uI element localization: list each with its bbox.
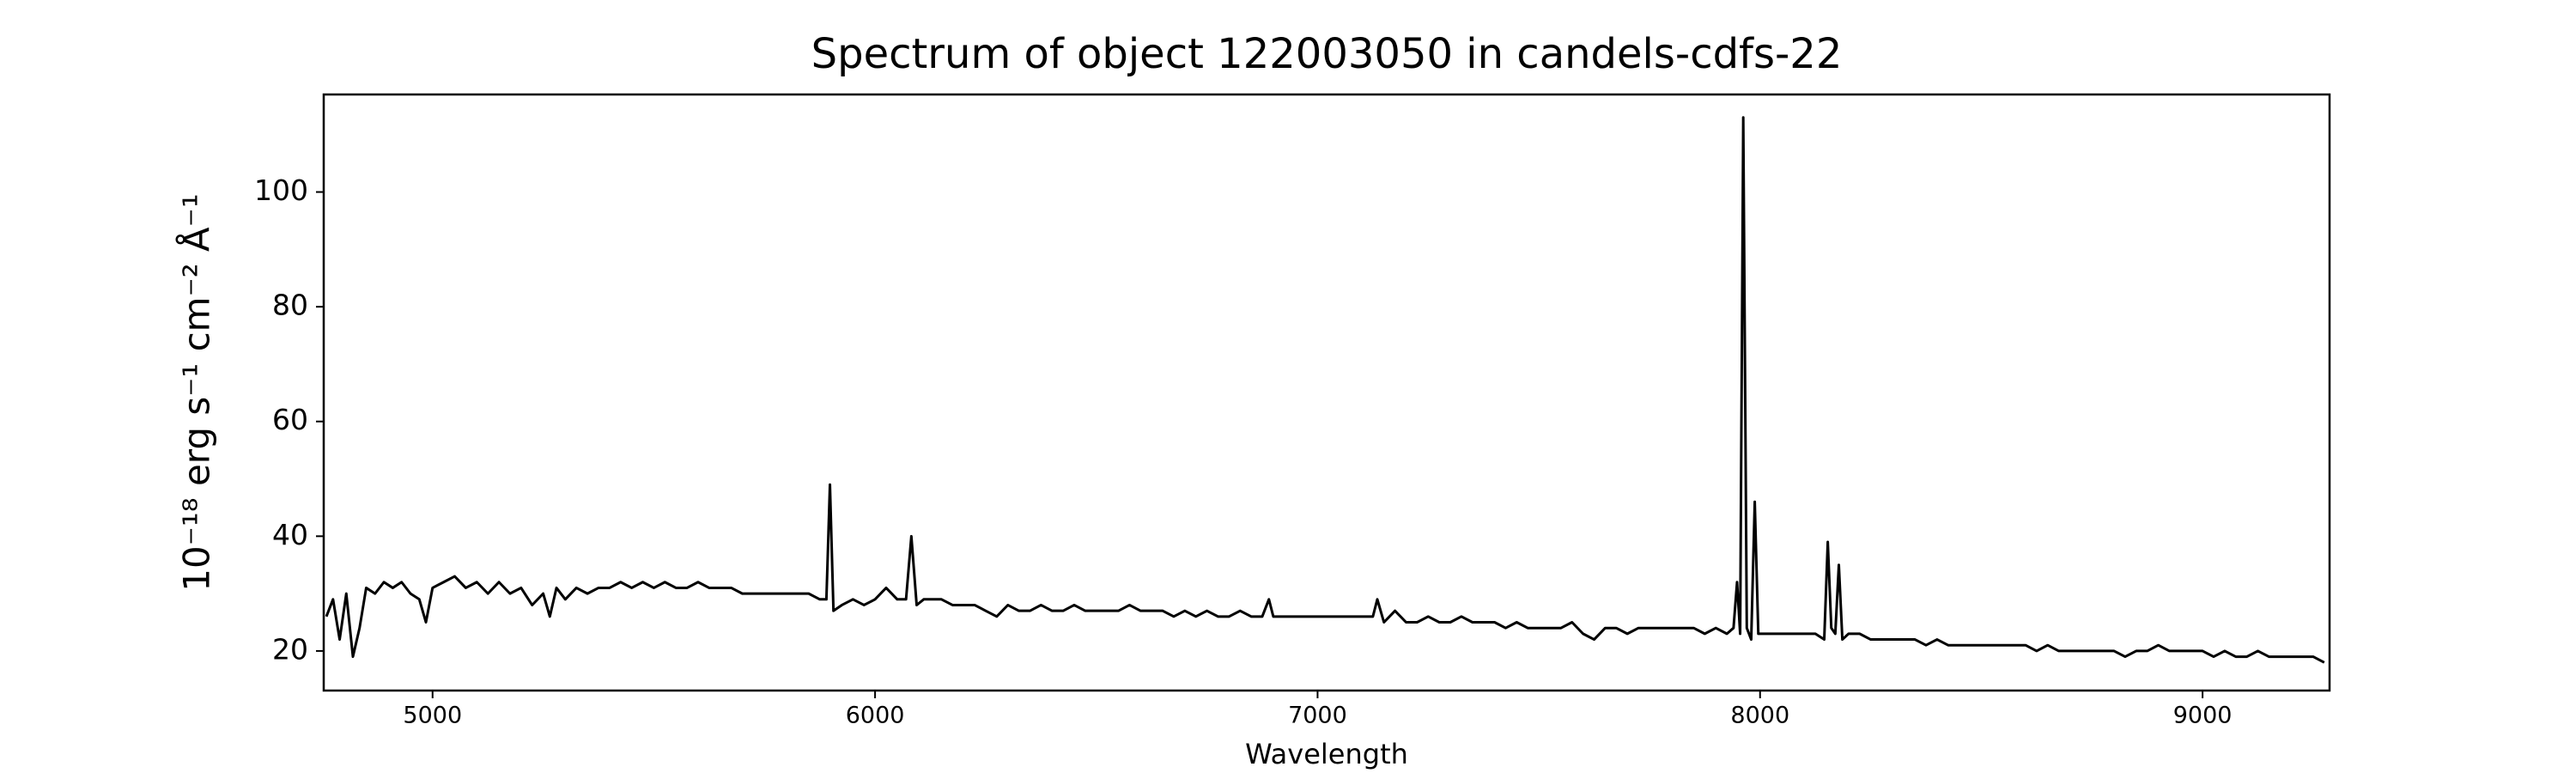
x-tick-label: 9000 [2173, 703, 2233, 729]
y-tick-label: 80 [272, 289, 308, 322]
y-axis-label: 10⁻¹⁸ erg s⁻¹ cm⁻² Å⁻¹ [175, 193, 218, 591]
spectrum-line [325, 116, 2325, 664]
y-tick-label: 40 [272, 518, 308, 551]
plot-frame [322, 93, 2331, 692]
x-tick-label: 5000 [403, 703, 462, 729]
y-tick-label: 100 [254, 173, 308, 207]
chart-title: Spectrum of object 122003050 in candels-… [811, 30, 1843, 78]
x-tick-label: 8000 [1730, 703, 1789, 729]
x-tick-label: 6000 [846, 703, 905, 729]
x-axis-label: Wavelength [1245, 738, 1408, 770]
y-tick-label: 20 [272, 632, 308, 666]
x-tick-label: 7000 [1288, 703, 1347, 729]
y-tick-label: 60 [272, 403, 308, 436]
